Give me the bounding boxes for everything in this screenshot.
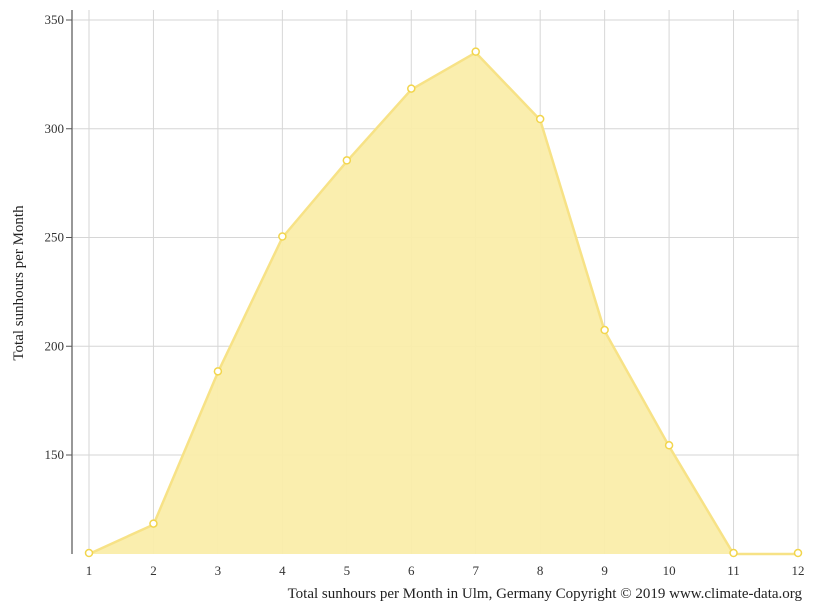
y-tick-label-250: 250 xyxy=(45,230,65,245)
x-tick-label-4: 4 xyxy=(279,563,286,578)
x-tick-label-2: 2 xyxy=(150,563,157,578)
y-tick-label-150: 150 xyxy=(45,447,65,462)
y-axis-ticks: 150 200 250 300 350 xyxy=(45,12,72,462)
data-point-10[interactable] xyxy=(664,441,674,450)
data-point-12[interactable] xyxy=(793,548,803,558)
data-point-8[interactable] xyxy=(535,114,545,124)
data-point-2[interactable] xyxy=(149,519,158,528)
x-tick-label-9: 9 xyxy=(601,563,608,578)
x-tick-label-8: 8 xyxy=(537,563,544,578)
data-points xyxy=(84,47,803,558)
data-point-3[interactable] xyxy=(213,367,223,376)
x-tick-label-11: 11 xyxy=(727,563,740,578)
x-tick-label-7: 7 xyxy=(472,563,479,578)
sunhours-area-fill xyxy=(89,52,798,554)
chart-caption: Total sunhours per Month in Ulm, Germany… xyxy=(288,586,803,602)
x-tick-label-10: 10 xyxy=(663,563,676,578)
data-point-1[interactable] xyxy=(84,548,94,558)
x-axis-ticks: 1 2 3 4 5 6 7 8 9 10 11 12 xyxy=(86,563,805,578)
x-tick-label-5: 5 xyxy=(344,563,351,578)
sunhours-series-line xyxy=(88,51,798,556)
data-point-4[interactable] xyxy=(278,232,287,241)
x-tick-label-12: 12 xyxy=(792,563,805,578)
data-point-11[interactable] xyxy=(729,548,738,558)
y-axis-title: Total sunhours per Month xyxy=(11,205,27,361)
data-point-6[interactable] xyxy=(407,84,416,93)
x-tick-label-6: 6 xyxy=(408,563,415,578)
data-point-9[interactable] xyxy=(600,325,609,335)
data-point-5[interactable] xyxy=(342,156,352,165)
y-tick-label-300: 300 xyxy=(45,121,65,136)
x-tick-label-3: 3 xyxy=(215,563,222,578)
y-tick-label-350: 350 xyxy=(45,12,65,27)
y-tick-label-200: 200 xyxy=(45,338,65,353)
x-tick-label-1: 1 xyxy=(86,563,93,578)
data-point-7[interactable] xyxy=(471,47,480,56)
